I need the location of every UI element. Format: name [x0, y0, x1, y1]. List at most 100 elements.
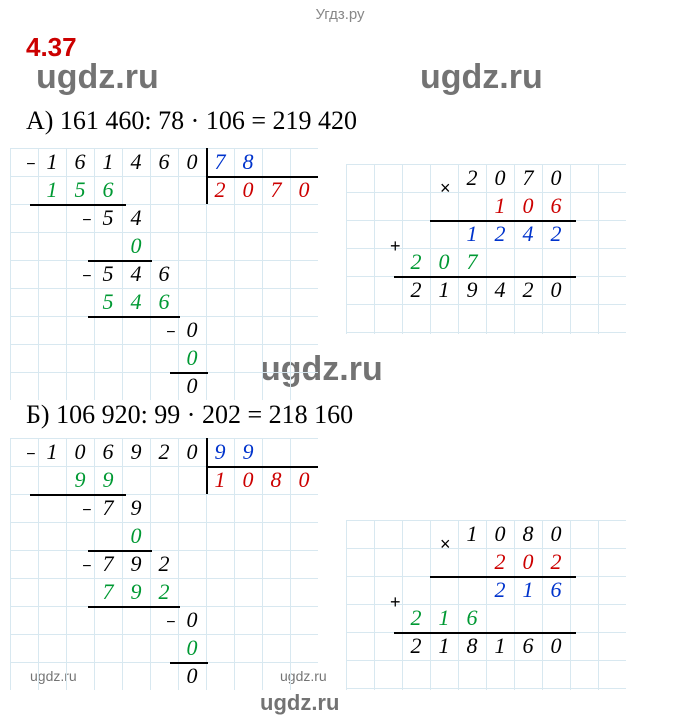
digit: 9 — [66, 466, 94, 494]
digit: 5 — [94, 288, 122, 316]
digit: 2 — [486, 548, 514, 576]
digit: 1 — [38, 438, 66, 466]
digit: 0 — [514, 548, 542, 576]
minus-sign: − — [82, 268, 91, 286]
digit: 2 — [150, 550, 178, 578]
digit: 9 — [122, 578, 150, 606]
digit: 7 — [94, 494, 122, 522]
digit: 0 — [122, 522, 150, 550]
digit: 6 — [150, 148, 178, 176]
digit: 2 — [402, 632, 430, 660]
digit: 9 — [206, 438, 234, 466]
digit: 0 — [178, 438, 206, 466]
digit: 1 — [38, 176, 66, 204]
digit: 1 — [206, 466, 234, 494]
digit: 2 — [402, 276, 430, 304]
digit: 1 — [514, 576, 542, 604]
digit: 7 — [94, 550, 122, 578]
digit: 0 — [178, 606, 206, 634]
watermark: ugdz.ru — [36, 58, 159, 97]
digit: 0 — [234, 176, 262, 204]
times-sign: × — [440, 178, 451, 199]
minus-sign: − — [166, 324, 175, 342]
mult-grid-a: 2 0 7 0 × 1 0 6 1 2 4 2 + 2 0 7 2 1 9 4 … — [346, 164, 626, 334]
digit: 0 — [486, 520, 514, 548]
digit: 0 — [122, 232, 150, 260]
digit: 4 — [122, 260, 150, 288]
times-sign: × — [440, 534, 451, 555]
digit: 8 — [234, 148, 262, 176]
digit: 0 — [178, 662, 206, 690]
equation-b: Б) 106 920: 99 · 202 = 218 160 — [26, 400, 353, 430]
watermark: ugdz.ru — [420, 58, 543, 97]
digit: 1 — [486, 632, 514, 660]
digit: 2 — [150, 578, 178, 606]
digit: 8 — [514, 520, 542, 548]
digit: 6 — [542, 576, 570, 604]
digit: 2 — [486, 576, 514, 604]
step-line — [88, 606, 180, 608]
digit: 2 — [542, 220, 570, 248]
digit: 5 — [66, 176, 94, 204]
digit: 2 — [206, 176, 234, 204]
digit: 7 — [262, 176, 290, 204]
digit: 5 — [94, 260, 122, 288]
digit: 8 — [262, 466, 290, 494]
digit: 2 — [150, 438, 178, 466]
digit: 6 — [542, 192, 570, 220]
digit: 6 — [514, 632, 542, 660]
digit: 4 — [122, 288, 150, 316]
digit: 4 — [122, 148, 150, 176]
digit: 0 — [290, 466, 318, 494]
digit: 7 — [514, 164, 542, 192]
digit: 0 — [178, 344, 206, 372]
digit: 1 — [430, 632, 458, 660]
digit: 0 — [178, 148, 206, 176]
step-line — [88, 316, 180, 318]
digit: 1 — [458, 520, 486, 548]
digit: 0 — [430, 248, 458, 276]
digit: 9 — [94, 466, 122, 494]
digit: 6 — [94, 176, 122, 204]
digit: 5 — [94, 204, 122, 232]
digit: 9 — [458, 276, 486, 304]
plus-sign: + — [390, 592, 401, 613]
digit: 0 — [66, 438, 94, 466]
minus-sign: − — [82, 558, 91, 576]
digit: 0 — [290, 176, 318, 204]
division-grid-a: 1 6 1 4 6 0 − 7 8 2 0 7 0 1 5 6 5 4 − 0 … — [10, 148, 318, 400]
digit: 0 — [542, 164, 570, 192]
digit: 6 — [94, 438, 122, 466]
digit: 7 — [206, 148, 234, 176]
digit: 9 — [122, 550, 150, 578]
digit: 6 — [66, 148, 94, 176]
division-grid-b: 1 0 6 9 2 0 − 9 9 1 0 8 0 9 9 7 9 − 0 7 … — [10, 438, 318, 690]
digit: 2 — [402, 604, 430, 632]
digit: 2 — [486, 220, 514, 248]
digit: 1 — [430, 276, 458, 304]
digit: 6 — [150, 288, 178, 316]
digit: 0 — [178, 372, 206, 400]
digit: 2 — [458, 164, 486, 192]
digit: 7 — [94, 578, 122, 606]
digit: 1 — [38, 148, 66, 176]
digit: 9 — [122, 494, 150, 522]
digit: 8 — [458, 632, 486, 660]
minus-sign: − — [82, 502, 91, 520]
digit: 4 — [486, 276, 514, 304]
digit: 1 — [430, 604, 458, 632]
digit: 0 — [486, 164, 514, 192]
digit: 0 — [234, 466, 262, 494]
digit: 0 — [178, 316, 206, 344]
digit: 6 — [458, 604, 486, 632]
digit: 7 — [458, 248, 486, 276]
digit: 9 — [234, 438, 262, 466]
page-header: Угдз.ру — [0, 0, 680, 23]
digit: 2 — [402, 248, 430, 276]
minus-sign: − — [26, 156, 35, 174]
digit: 1 — [458, 220, 486, 248]
digit: 2 — [542, 548, 570, 576]
digit: 4 — [122, 204, 150, 232]
digit: 0 — [542, 276, 570, 304]
digit: 0 — [514, 192, 542, 220]
